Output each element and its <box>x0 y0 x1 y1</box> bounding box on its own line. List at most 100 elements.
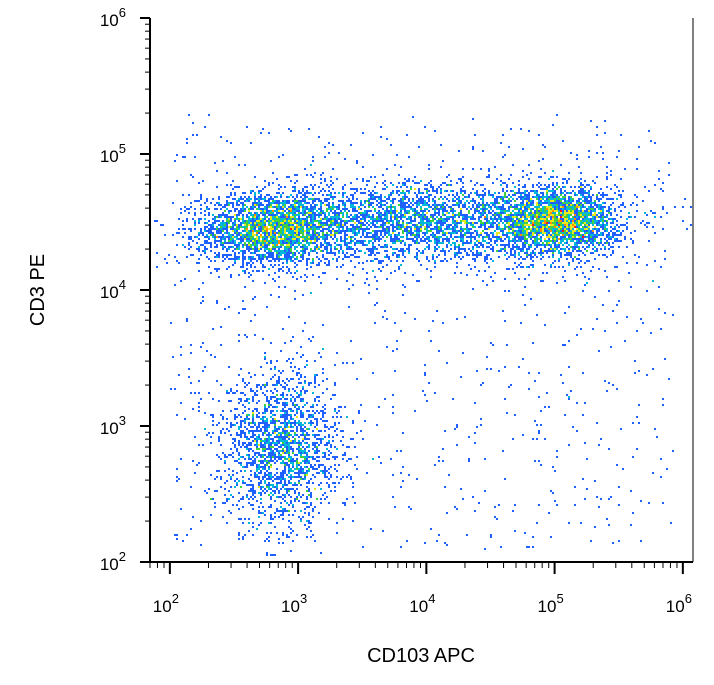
data-point <box>266 248 268 250</box>
data-point <box>248 502 250 504</box>
data-point <box>248 212 250 214</box>
data-point <box>388 222 390 224</box>
data-point <box>402 216 404 218</box>
data-point <box>258 240 260 242</box>
data-point <box>222 214 224 216</box>
data-point <box>518 258 520 260</box>
data-point <box>356 232 358 234</box>
data-point <box>542 188 544 190</box>
data-point <box>236 200 238 202</box>
data-point <box>556 202 558 204</box>
data-point <box>222 230 224 232</box>
data-point <box>550 246 552 248</box>
data-point <box>462 206 464 208</box>
data-point <box>256 214 258 216</box>
data-point <box>294 186 296 188</box>
data-point <box>472 204 474 206</box>
data-point <box>578 232 580 234</box>
data-point <box>550 216 552 218</box>
data-point <box>318 200 320 202</box>
data-point <box>268 260 270 262</box>
data-point <box>178 232 180 234</box>
data-point <box>580 230 582 232</box>
data-point <box>442 210 444 212</box>
data-point <box>216 216 218 218</box>
data-point <box>378 238 380 240</box>
data-point <box>250 256 252 258</box>
data-point <box>288 206 290 208</box>
data-point <box>476 194 478 196</box>
data-point <box>556 204 558 206</box>
data-point <box>274 368 276 370</box>
data-point <box>232 230 234 232</box>
data-point <box>566 182 568 184</box>
data-point <box>568 264 570 266</box>
data-point <box>242 218 244 220</box>
data-point <box>268 462 270 464</box>
data-point <box>404 244 406 246</box>
data-point <box>290 212 292 214</box>
data-point <box>578 180 580 182</box>
data-point <box>510 220 512 222</box>
data-point <box>298 202 300 204</box>
data-point <box>220 238 222 240</box>
data-point <box>416 224 418 226</box>
data-point <box>576 266 578 268</box>
data-point <box>286 234 288 236</box>
data-point <box>298 420 300 422</box>
data-point <box>318 192 320 194</box>
data-point <box>320 178 322 180</box>
data-point <box>312 410 314 412</box>
data-point <box>572 222 574 224</box>
data-point <box>242 208 244 210</box>
data-point <box>570 204 572 206</box>
data-point <box>612 228 614 230</box>
data-point <box>224 224 226 226</box>
data-point <box>574 212 576 214</box>
data-point <box>402 192 404 194</box>
data-point <box>250 212 252 214</box>
data-point <box>352 194 354 196</box>
data-point <box>454 244 456 246</box>
data-point <box>466 254 468 256</box>
data-point <box>252 216 254 218</box>
data-point <box>260 224 262 226</box>
data-point <box>512 194 514 196</box>
data-point <box>248 218 250 220</box>
data-point <box>456 230 458 232</box>
data-point <box>552 190 554 192</box>
data-point <box>240 222 242 224</box>
data-point <box>322 232 324 234</box>
data-point <box>284 210 286 212</box>
data-point <box>484 236 486 238</box>
data-point <box>358 232 360 234</box>
data-point <box>192 408 194 410</box>
data-point <box>580 220 582 222</box>
data-point <box>556 216 558 218</box>
data-point <box>302 214 304 216</box>
data-point <box>384 224 386 226</box>
data-point <box>634 230 636 232</box>
data-point <box>442 260 444 262</box>
data-point <box>296 196 298 198</box>
data-point <box>270 210 272 212</box>
data-point <box>424 188 426 190</box>
data-point <box>268 218 270 220</box>
data-point <box>296 224 298 226</box>
data-point <box>600 198 602 200</box>
data-point <box>256 500 258 502</box>
data-point <box>414 218 416 220</box>
data-point <box>266 398 268 400</box>
data-point <box>486 220 488 222</box>
data-point <box>306 224 308 226</box>
data-point <box>590 230 592 232</box>
data-point <box>232 198 234 200</box>
data-point <box>584 232 586 234</box>
data-point <box>396 260 398 262</box>
data-point <box>562 232 564 234</box>
data-point <box>474 266 476 268</box>
data-point <box>376 252 378 254</box>
data-point <box>490 248 492 250</box>
data-point <box>404 198 406 200</box>
data-point <box>586 232 588 234</box>
